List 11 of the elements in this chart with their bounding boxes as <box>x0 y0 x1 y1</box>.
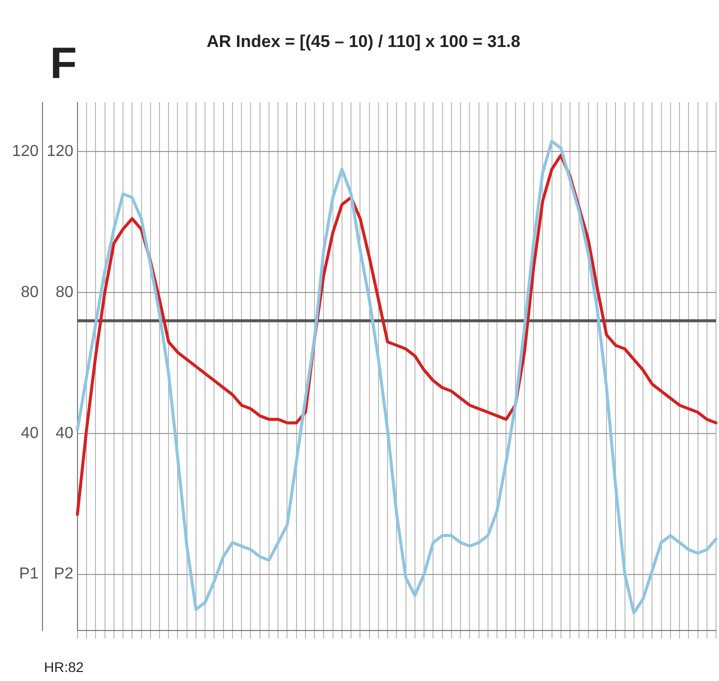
text: F <box>50 39 77 88</box>
y-tick-label: 120 <box>12 143 39 160</box>
y-tick-label: P1 <box>19 566 39 583</box>
y2-tick-label: 120 <box>46 143 74 160</box>
y2-tick-label: P2 <box>54 566 74 583</box>
y-tick-label: 80 <box>20 284 39 301</box>
text: HR:82 <box>44 659 84 675</box>
y-tick-label: 40 <box>20 424 39 442</box>
chart-title: AR Index = [(45 – 10) / 110] x 100 = 31.8 <box>206 32 520 51</box>
y2-tick-label: 80 <box>56 284 74 301</box>
y2-tick-label: 40 <box>56 424 74 442</box>
